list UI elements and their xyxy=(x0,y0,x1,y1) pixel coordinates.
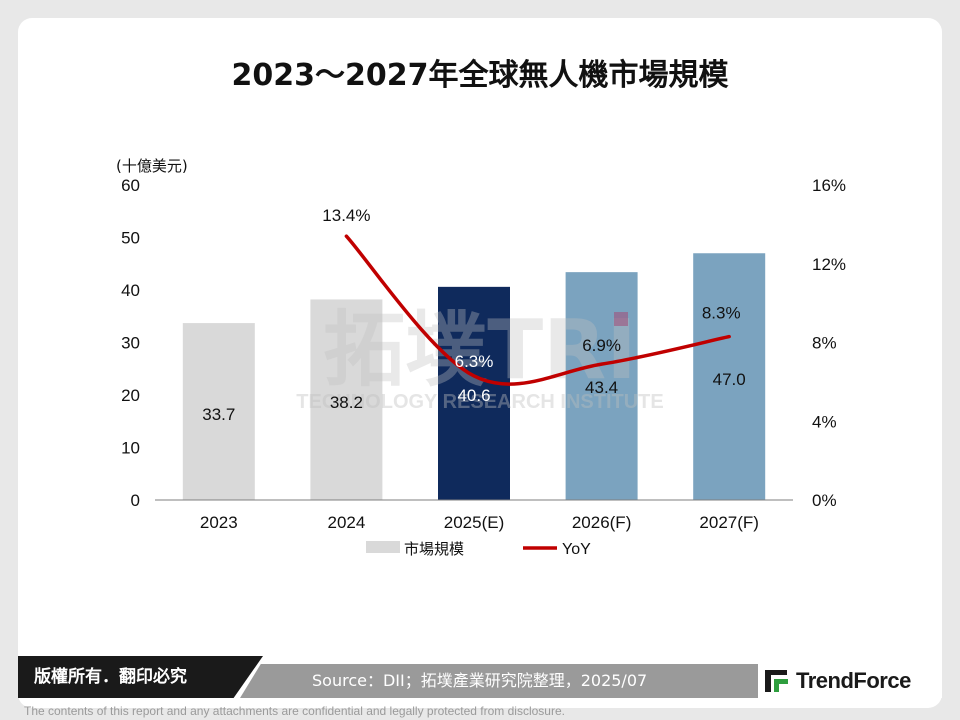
x-tick-label: 2024 xyxy=(327,513,365,532)
bar-3 xyxy=(565,272,638,500)
yoy-value-label: 8.3% xyxy=(702,304,741,323)
y-tick-label: 30 xyxy=(121,334,140,353)
disclaimer: The contents of this report and any atta… xyxy=(24,704,565,718)
legend-label-bars: 市場規模 xyxy=(404,540,464,558)
bar-value-label: 33.7 xyxy=(202,405,235,424)
y-tick-label: 40 xyxy=(121,281,140,300)
x-tick-label: 2025(E) xyxy=(444,513,504,532)
bar-0 xyxy=(182,323,255,500)
watermark-dot xyxy=(614,312,628,326)
bar-value-label: 47.0 xyxy=(713,370,746,389)
y2-tick-label: 12% xyxy=(812,255,846,274)
bar-value-label: 43.4 xyxy=(585,378,618,397)
bar-value-label: 40.6 xyxy=(457,386,490,405)
source-note: Source：DII；拓墣產業研究院整理，2025/07 xyxy=(240,664,760,698)
x-tick-label: 2023 xyxy=(200,513,238,532)
y2-tick-label: 16% xyxy=(812,176,846,195)
brand-name: TrendForce xyxy=(796,668,911,693)
bar-value-label: 38.2 xyxy=(330,393,363,412)
watermark-logo: 拓墣TRI xyxy=(323,303,637,398)
y-tick-label: 50 xyxy=(121,229,140,248)
legend-label-line: YoY xyxy=(562,541,591,558)
bar-2 xyxy=(438,286,510,500)
y-tick-label: 60 xyxy=(121,176,140,195)
trendforce-logo: TrendForce xyxy=(758,664,942,698)
y2-tick-label: 0% xyxy=(812,491,837,510)
y-tick-label: 0 xyxy=(131,491,140,510)
y-tick-label: 10 xyxy=(121,439,140,458)
trendforce-mark-icon xyxy=(764,668,790,694)
y2-tick-label: 4% xyxy=(812,412,837,431)
yoy-value-label: 6.9% xyxy=(582,336,621,355)
copyright-notice: 版權所有．翻印必究 xyxy=(18,656,263,698)
y-tick-label: 20 xyxy=(121,386,140,405)
chart-title: 2023～2027年全球無人機市場規模 xyxy=(231,58,729,93)
bar-4 xyxy=(693,253,766,500)
y2-tick-label: 8% xyxy=(812,334,837,353)
legend-swatch-bars xyxy=(366,541,400,553)
yoy-value-label: 6.3% xyxy=(455,352,494,371)
x-tick-label: 2027(F) xyxy=(699,513,759,532)
yoy-line xyxy=(344,234,731,386)
y-axis-label: (十億美元) xyxy=(116,157,188,175)
bar-1 xyxy=(310,299,383,500)
yoy-value-label: 13.4% xyxy=(322,206,370,225)
watermark-subtitle: TECHNOLOGY RESEARCH INSTITUTE xyxy=(296,391,663,413)
x-tick-label: 2026(F) xyxy=(572,513,632,532)
